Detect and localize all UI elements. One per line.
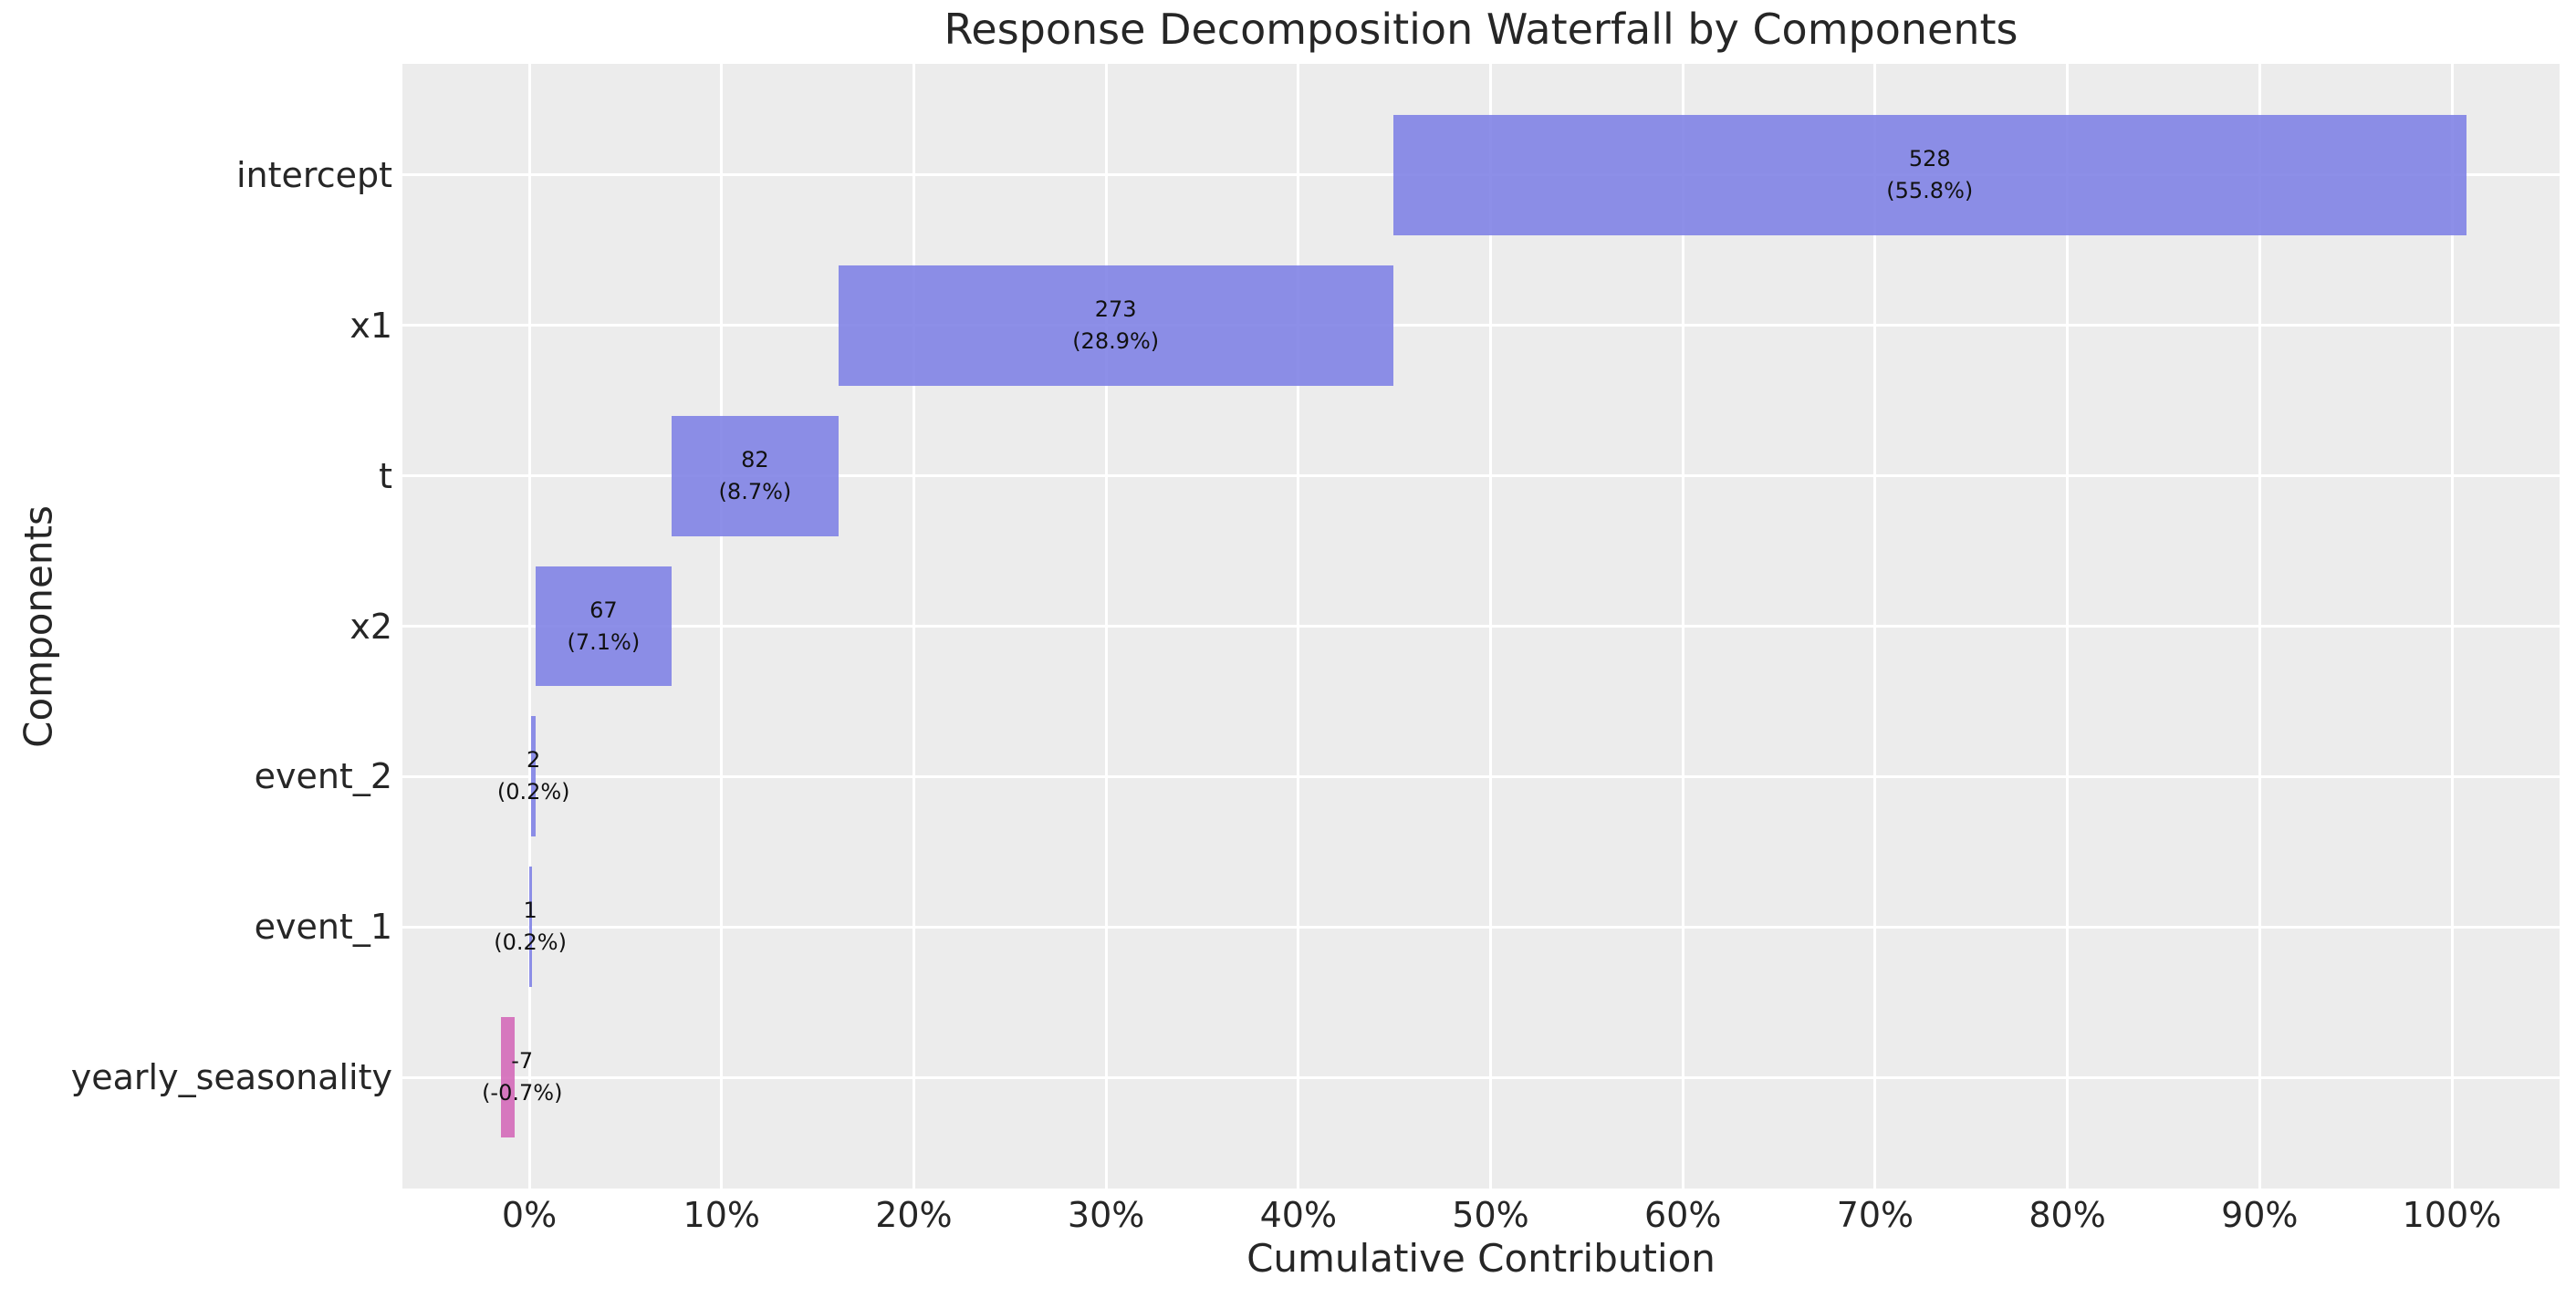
bar-pct-label: (28.9%)	[1072, 327, 1160, 354]
y-category-label-yearly_seasonality: yearly_seasonality	[70, 1057, 392, 1098]
bar-value-label: 2	[527, 747, 541, 774]
waterfall-bar-event_2	[531, 716, 536, 837]
x-tick-label: 80%	[2028, 1195, 2106, 1235]
x-tick-label: 50%	[1452, 1195, 1529, 1235]
y-axis-title: Components	[16, 505, 61, 748]
bar-pct-label: (55.8%)	[1886, 177, 1974, 203]
waterfall-bar-t	[671, 415, 839, 536]
bar-value-label: 1	[523, 898, 537, 924]
bar-value-label: 273	[1094, 296, 1137, 322]
bar-pct-label: (7.1%)	[567, 628, 641, 655]
x-tick-label: 70%	[1836, 1195, 1914, 1235]
bar-label-event_1: 1 (0.2%)	[494, 895, 567, 959]
plot-area: 528 (55.8%) 273 (28.9%) 82 (8.7%) 67 (7.1%) 2 (0.…	[402, 64, 2560, 1189]
y-category-label-event_1: event_1	[254, 907, 392, 948]
bar-value-label: 82	[741, 446, 769, 472]
bar-label-intercept: 528 (55.8%)	[1886, 143, 1973, 207]
y-gridline	[402, 324, 2560, 327]
x-tick-label: 10%	[683, 1195, 760, 1235]
bar-label-x2: 67 (7.1%)	[568, 595, 641, 659]
bar-value-label: -7	[511, 1048, 534, 1075]
bar-label-t: 82 (8.7%)	[719, 444, 792, 508]
waterfall-bar-event_1	[529, 867, 533, 988]
waterfall-bar-x2	[535, 566, 672, 687]
bar-pct-label: (0.2%)	[494, 929, 567, 956]
bar-label-yearly_seasonality: -7 (-0.7%)	[482, 1045, 562, 1109]
y-gridline	[402, 1075, 2560, 1079]
x-tick-label: 100%	[2402, 1195, 2502, 1235]
waterfall-bar-yearly_seasonality	[500, 1017, 516, 1137]
x-tick-label: 40%	[1259, 1195, 1338, 1235]
waterfall-bar-x1	[838, 265, 1393, 386]
x-tick-label: 0%	[501, 1195, 558, 1235]
bar-label-x1: 273 (28.9%)	[1072, 294, 1159, 358]
y-gridline	[402, 625, 2560, 628]
y-category-label-event_2: event_2	[254, 756, 392, 797]
x-tick-label: 20%	[875, 1195, 953, 1235]
y-gridline	[402, 474, 2560, 478]
y-gridline	[402, 925, 2560, 929]
bar-value-label: 528	[1908, 145, 1951, 171]
x-tick-label: 90%	[2221, 1195, 2299, 1235]
bar-value-label: 67	[589, 597, 618, 623]
x-tick-label: 60%	[1643, 1195, 1722, 1235]
bar-pct-label: (8.7%)	[718, 478, 792, 504]
y-category-label-x2: x2	[349, 606, 392, 647]
bar-pct-label: (0.2%)	[496, 779, 570, 805]
bar-pct-label: (-0.7%)	[482, 1080, 563, 1106]
bar-label-event_2: 2 (0.2%)	[497, 744, 570, 808]
y-category-label-x1: x1	[349, 305, 392, 346]
y-category-label-t: t	[379, 455, 392, 496]
y-category-label-intercept: intercept	[236, 154, 392, 195]
waterfall-bar-intercept	[1392, 115, 2466, 235]
x-axis-title: Cumulative Contribution	[1246, 1236, 1716, 1281]
chart-title: Response Decomposition Waterfall by Comp…	[944, 5, 2018, 54]
y-gridline	[402, 774, 2560, 778]
x-tick-label: 30%	[1067, 1195, 1145, 1235]
